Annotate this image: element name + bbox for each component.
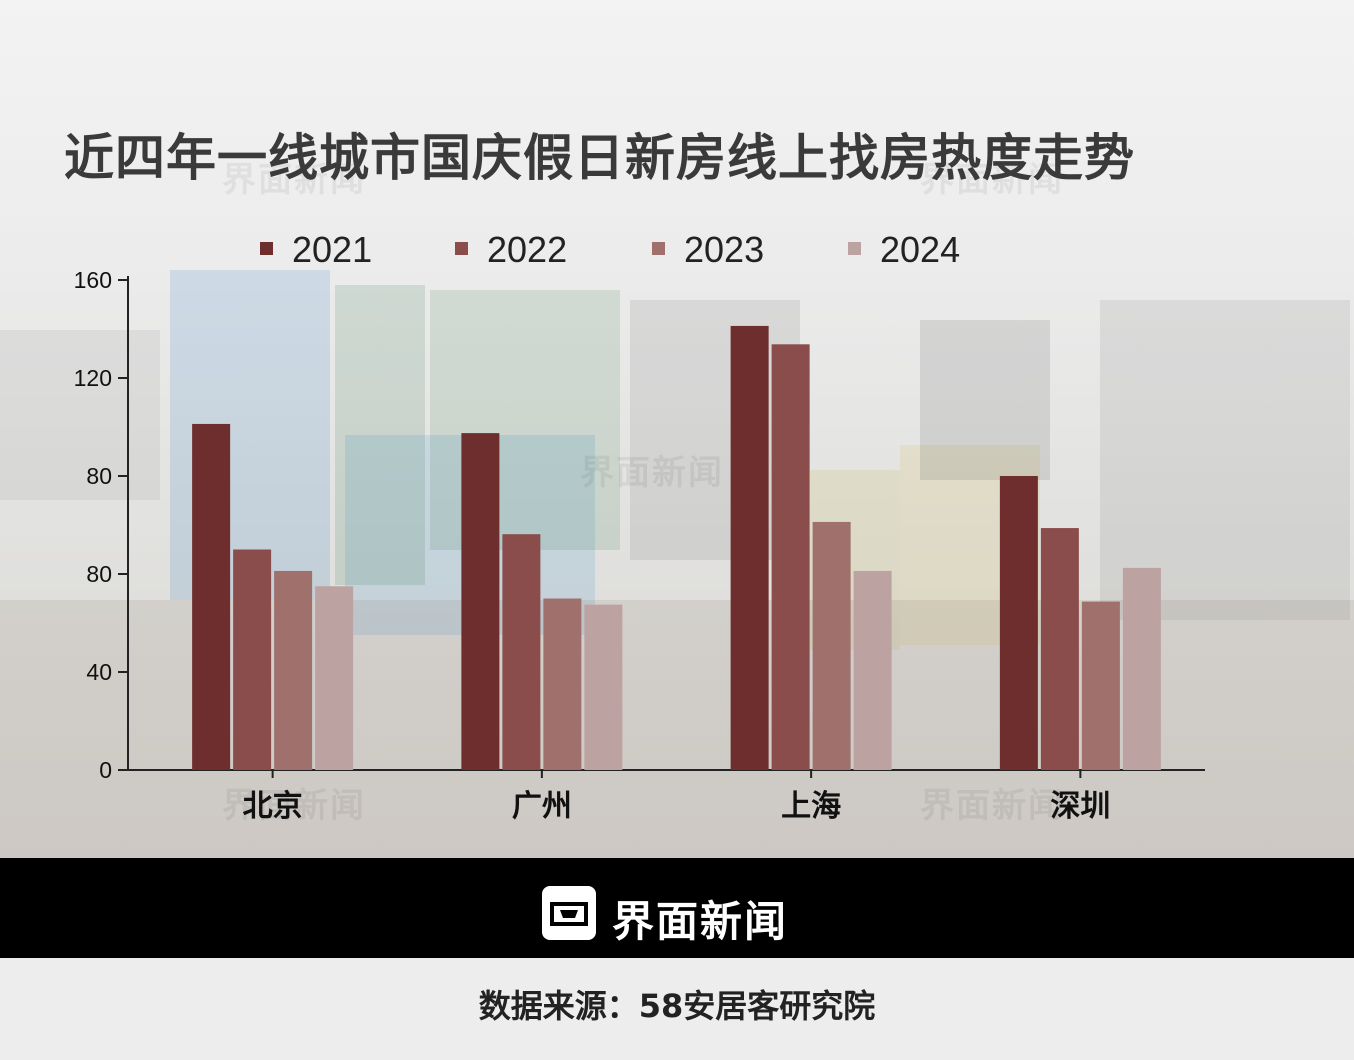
bar-2023 xyxy=(543,598,582,770)
bar-2022 xyxy=(1040,528,1079,770)
bar-2024 xyxy=(315,586,354,770)
legend-swatch-2024 xyxy=(848,242,861,255)
bar-2024 xyxy=(1122,567,1161,770)
bar-2021 xyxy=(192,423,231,770)
legend-swatch-2022 xyxy=(455,242,468,255)
bar-2023 xyxy=(274,570,313,770)
bar-2022 xyxy=(502,534,541,770)
y-tick-label: 160 xyxy=(74,267,112,293)
legend-label: 2024 xyxy=(880,229,960,270)
bar-2024 xyxy=(584,604,623,770)
watermark: 界面新闻 xyxy=(920,786,1064,826)
bar-2023 xyxy=(1081,601,1120,770)
bar-2021 xyxy=(730,325,769,770)
footer-bar xyxy=(0,858,1354,958)
bar-chart: 0 40 80 80 120 160 北京 广州 上海 深圳 2021 2022 2023 2024 xyxy=(74,229,1205,824)
bar-2024 xyxy=(853,570,892,770)
brand-name: 界面新闻 xyxy=(612,897,789,946)
legend-swatch-2021 xyxy=(260,242,273,255)
bar-2022 xyxy=(233,549,272,770)
y-tick-label: 80 xyxy=(86,561,112,587)
x-tick-label: 深圳 xyxy=(1050,789,1110,824)
chart-title: 近四年一线城市国庆假日新房线上找房热度走势 xyxy=(64,129,1135,187)
legend-swatch-2023 xyxy=(652,242,665,255)
data-source: 数据来源：58安居客研究院 xyxy=(478,987,876,1025)
watermark: 界面新闻 xyxy=(222,786,366,826)
y-tick-label: 120 xyxy=(74,365,112,391)
watermark: 界面新闻 xyxy=(920,160,1064,200)
watermark: 界面新闻 xyxy=(222,160,366,200)
x-tick-label: 上海 xyxy=(781,789,841,824)
y-tick-label: 80 xyxy=(86,463,112,489)
brand-logo-icon xyxy=(542,886,596,940)
bar-2023 xyxy=(812,521,851,770)
bar-2021 xyxy=(999,476,1038,770)
legend-label: 2023 xyxy=(684,229,764,270)
x-tick-label: 广州 xyxy=(512,789,572,824)
y-tick-label: 40 xyxy=(86,659,112,685)
bar-2022 xyxy=(771,344,810,770)
y-tick-label: 0 xyxy=(99,757,112,783)
watermark: 界面新闻 xyxy=(580,453,724,493)
legend-label: 2021 xyxy=(292,229,372,270)
bar-2021 xyxy=(461,433,500,770)
x-tick-label: 北京 xyxy=(243,789,303,824)
legend-label: 2022 xyxy=(487,229,567,270)
